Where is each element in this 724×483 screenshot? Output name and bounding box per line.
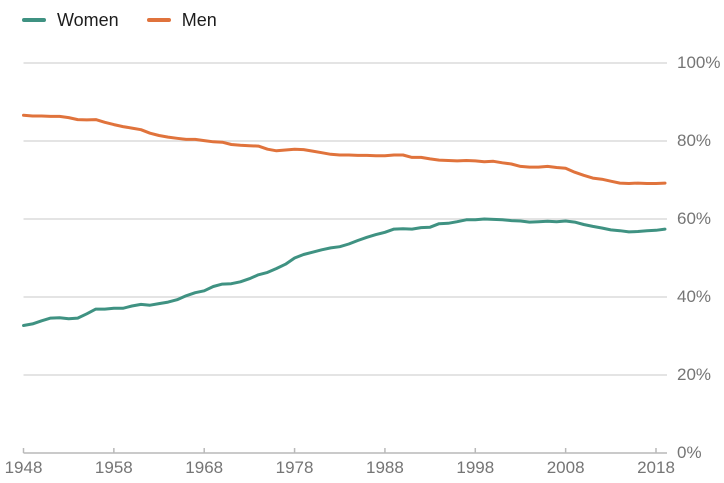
- x-axis-label-1978: 1978: [275, 458, 314, 477]
- y-axis-label-80: 80%: [677, 131, 712, 150]
- legend-label-women: Women: [57, 10, 119, 30]
- x-axis-label-1998: 1998: [456, 458, 495, 477]
- x-axis-label-2018: 2018: [637, 458, 675, 477]
- x-axis-label-2008: 2008: [546, 458, 585, 477]
- legend-item-women: Women: [22, 10, 119, 30]
- legend: Women Men: [22, 10, 217, 30]
- y-axis-label-20: 20%: [677, 365, 712, 384]
- x-axis-label-1988: 1988: [366, 458, 404, 477]
- men-line: [22, 113, 667, 185]
- y-axis-label-0: 0%: [677, 443, 702, 462]
- legend-label-men: Men: [181, 10, 217, 30]
- x-axis-label-1958: 1958: [94, 458, 133, 477]
- women-line: [22, 217, 667, 327]
- x-axis-label-1948: 1948: [4, 458, 43, 477]
- y-axis-label-60: 60%: [677, 209, 712, 228]
- women-line-swatch-icon: [22, 18, 46, 22]
- y-axis-label-40: 40%: [677, 287, 712, 306]
- y-axis-label-100: 100%: [677, 53, 721, 72]
- x-axis-label-1968: 1968: [185, 458, 224, 477]
- legend-item-men: Men: [146, 10, 217, 30]
- men-line-swatch-icon: [146, 18, 171, 22]
